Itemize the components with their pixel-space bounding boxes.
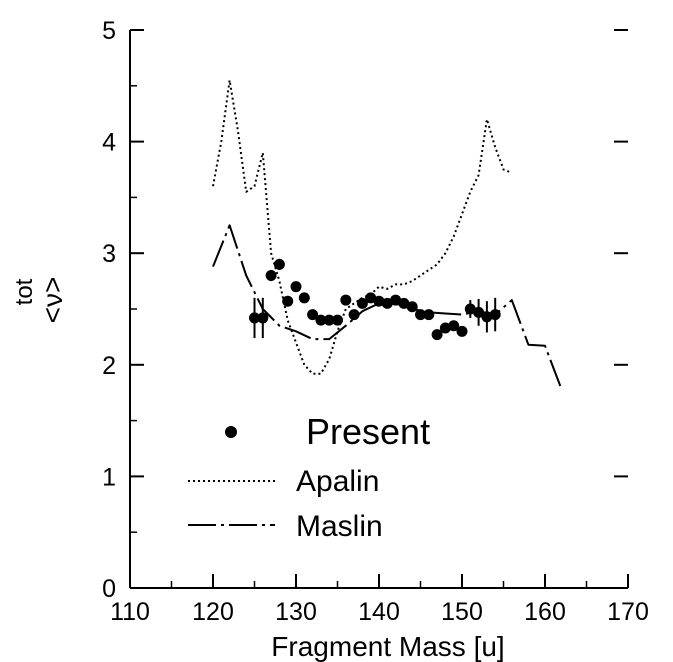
y-tick-label: 2 — [102, 352, 116, 380]
data-point-present — [265, 270, 277, 282]
data-point-present — [423, 309, 435, 321]
data-point-present — [456, 325, 468, 337]
data-point-present — [365, 292, 377, 304]
data-point-present — [431, 329, 443, 341]
y-axis-title-superscript: tot — [11, 278, 38, 305]
data-point-present — [439, 322, 451, 334]
data-point-present — [298, 292, 310, 304]
series-line-maslin — [212, 224, 563, 390]
data-point-present — [307, 309, 319, 321]
svg-text:<ν>: <ν> — [37, 277, 68, 324]
data-point-present — [348, 309, 360, 321]
y-tick-label: 1 — [102, 463, 116, 491]
legend-label-apalin: Apalin — [296, 465, 379, 498]
x-tick-label: 160 — [524, 598, 566, 626]
data-point-present — [415, 309, 426, 321]
series-layer — [212, 79, 563, 390]
x-tick-label: 110 — [110, 598, 150, 626]
data-point-present — [323, 314, 335, 326]
legend-marker-present — [225, 426, 237, 438]
y-tick-label: 3 — [102, 240, 116, 268]
tick-labels: 0 1 2 3 4 5 110 120 130 140 150 160 170 — [102, 17, 649, 626]
data-point-present — [390, 294, 402, 306]
y-tick-label: 4 — [102, 129, 116, 157]
x-tick-label: 120 — [192, 598, 234, 626]
data-point-present — [282, 295, 294, 307]
y-tick-label: 5 — [102, 17, 116, 45]
data-point-present — [249, 312, 260, 324]
x-tick-label: 150 — [441, 598, 483, 626]
legend-label-maslin: Maslin — [296, 510, 383, 543]
x-axis-title: Fragment Mass [u] — [271, 631, 504, 662]
data-point-present — [315, 314, 327, 326]
x-tick-label: 130 — [275, 598, 317, 626]
x-tick-label: 170 — [607, 598, 649, 626]
data-point-present — [448, 320, 460, 332]
data-point-present — [290, 281, 302, 293]
data-point-present — [473, 306, 485, 318]
y-axis-title-base: <ν> — [37, 277, 68, 324]
data-point-present — [332, 314, 343, 326]
x-tick-label: 140 — [358, 598, 400, 626]
y-tick-label: 0 — [102, 575, 116, 603]
data-point-present — [257, 312, 269, 324]
legend: Present Apalin Maslin — [188, 411, 430, 543]
y-axis-title: <ν> tot — [11, 277, 68, 324]
legend-label-present: Present — [306, 411, 430, 452]
data-point-present — [356, 297, 368, 309]
data-point-present — [273, 258, 285, 270]
data-point-present — [464, 303, 476, 315]
data-point-present — [340, 294, 352, 306]
plot-axes — [129, 29, 629, 589]
